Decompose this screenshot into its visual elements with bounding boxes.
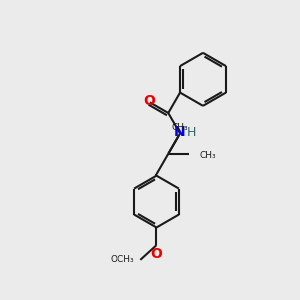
Text: CH₃: CH₃: [199, 151, 216, 160]
Text: OCH₃: OCH₃: [110, 255, 134, 264]
Text: O: O: [151, 247, 162, 261]
Text: CH₃: CH₃: [171, 123, 188, 132]
Text: O: O: [143, 94, 155, 108]
Text: H: H: [187, 126, 196, 139]
Text: N: N: [174, 125, 186, 139]
